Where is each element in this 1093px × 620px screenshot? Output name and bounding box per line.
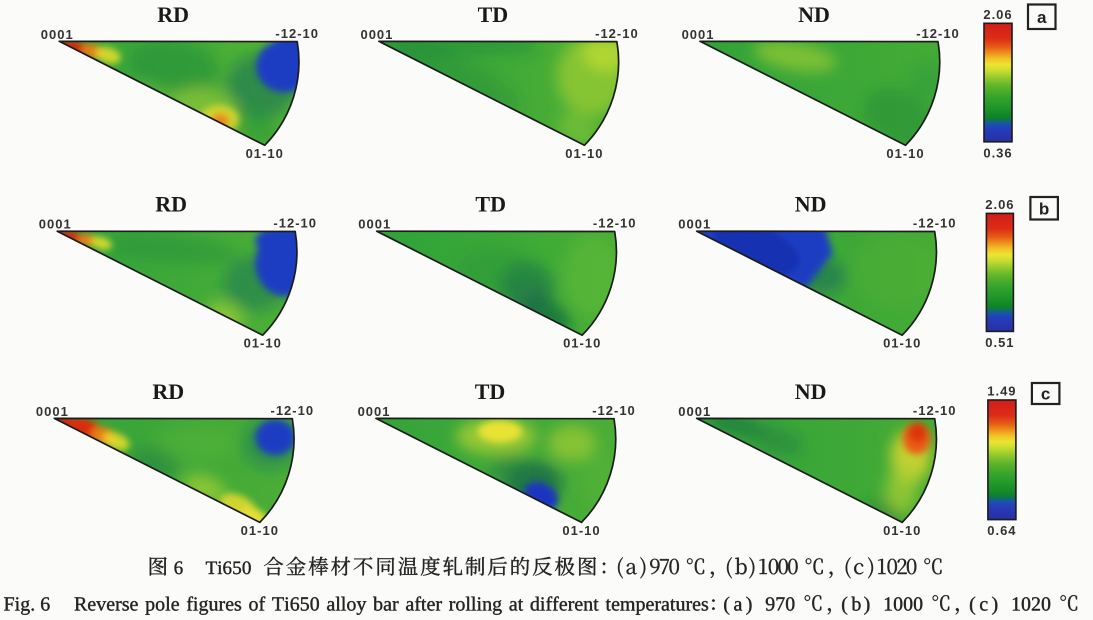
svg-text:0001: 0001	[358, 404, 391, 419]
svg-text:01-10: 01-10	[883, 523, 921, 538]
svg-text:-12-10: -12-10	[275, 26, 319, 41]
svg-text:RD: RD	[157, 2, 189, 27]
svg-text:01-10: 01-10	[246, 146, 284, 161]
svg-text:a: a	[1037, 8, 1047, 27]
svg-text:-12-10: -12-10	[595, 26, 639, 41]
svg-text:2.06: 2.06	[985, 197, 1014, 212]
svg-text:-12-10: -12-10	[913, 216, 957, 231]
svg-text:-12-10: -12-10	[271, 403, 315, 418]
svg-text:ND: ND	[798, 2, 830, 27]
svg-text:-12-10: -12-10	[913, 403, 957, 418]
svg-text:-12-10: -12-10	[916, 26, 960, 41]
svg-text:c: c	[1041, 385, 1050, 404]
svg-text:ND: ND	[795, 379, 827, 404]
svg-text:TD: TD	[478, 2, 509, 27]
svg-text:0001: 0001	[41, 27, 74, 42]
svg-text:-12-10: -12-10	[592, 403, 636, 418]
svg-text:0001: 0001	[360, 27, 393, 42]
svg-text:-12-10: -12-10	[593, 216, 637, 231]
svg-text:0001: 0001	[678, 217, 711, 232]
svg-text:01-10: 01-10	[244, 336, 282, 351]
svg-text:-12-10: -12-10	[273, 216, 317, 231]
svg-text:0001: 0001	[678, 404, 711, 419]
svg-text:01-10: 01-10	[563, 336, 601, 351]
svg-text:RD: RD	[155, 192, 187, 217]
svg-text:01-10: 01-10	[562, 523, 600, 538]
svg-text:ND: ND	[795, 192, 827, 217]
svg-text:01-10: 01-10	[886, 146, 924, 161]
svg-text:0.64: 0.64	[987, 523, 1016, 538]
svg-text:0001: 0001	[358, 217, 391, 232]
svg-text:0.51: 0.51	[985, 335, 1014, 350]
svg-text:0001: 0001	[682, 27, 715, 42]
svg-text:0001: 0001	[36, 404, 69, 419]
svg-text:01-10: 01-10	[241, 523, 279, 538]
svg-text:RD: RD	[152, 379, 184, 404]
svg-text:01-10: 01-10	[565, 146, 603, 161]
svg-text:TD: TD	[475, 379, 506, 404]
svg-text:01-10: 01-10	[883, 336, 921, 351]
svg-text:1.49: 1.49	[987, 384, 1016, 399]
svg-text:0.36: 0.36	[983, 145, 1012, 160]
svg-text:2.06: 2.06	[983, 7, 1012, 22]
svg-text:TD: TD	[475, 192, 506, 217]
svg-text:b: b	[1039, 199, 1049, 218]
svg-text:0001: 0001	[39, 217, 72, 232]
